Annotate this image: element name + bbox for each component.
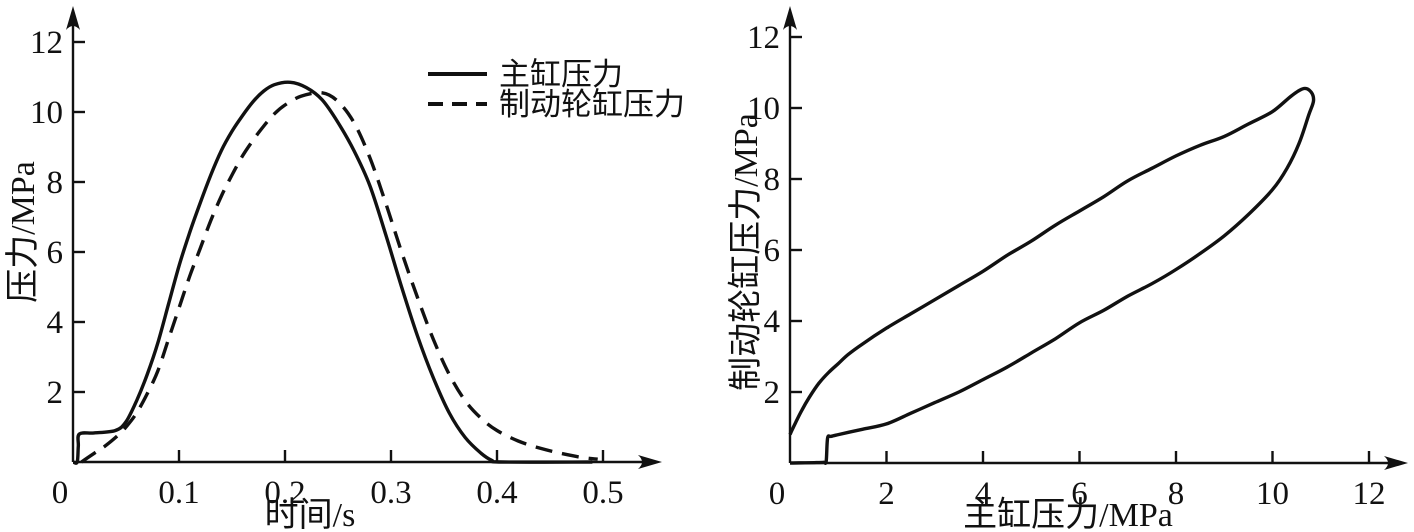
y-tick-label: 2: [47, 375, 64, 411]
y-axis-arrow-icon: [783, 6, 797, 30]
y-tick-label: 10: [747, 91, 780, 127]
x-axis-title-left: 时间/s: [265, 497, 356, 532]
legend-label-wheel-cylinder: 制动轮缸压力: [499, 87, 685, 122]
x-tick-label: 12: [1353, 476, 1386, 512]
x-tick-label: 2: [878, 476, 895, 512]
y-tick-label: 6: [764, 233, 781, 269]
y-tick-label: 10: [30, 95, 63, 131]
y-tick-label: 8: [764, 162, 781, 198]
y-tick-label: 4: [47, 305, 64, 341]
y-axis-arrow-icon: [66, 6, 80, 30]
legend-label-master-cylinder: 主缸压力: [499, 57, 623, 92]
x-tick-label: 10: [1256, 476, 1289, 512]
y-axis-title-left: 压力/MPa: [4, 161, 42, 303]
series-curve-0-1: [80, 90, 598, 464]
y-tick-label: 12: [30, 25, 63, 61]
chart-time-pressure: 0 0.1 0.2 0.3 0.4 0.5 2 4 6 8 10 12 时间/s 压力/MPa 主缸压…: [4, 6, 685, 532]
series-curve-1-0: [788, 86, 1316, 465]
x-tick-label: 0.2: [264, 475, 305, 511]
y-tick-label: 12: [747, 20, 780, 56]
x-tick-label: 4: [975, 476, 992, 512]
series-curve-0-0: [72, 80, 593, 465]
legend: 主缸压力 制动轮缸压力: [428, 57, 685, 122]
x-tick-label: 0.4: [476, 475, 517, 511]
x-axis-arrow-icon: [638, 455, 662, 469]
x-tick-label: 6: [1071, 476, 1088, 512]
chart-hysteresis: 0 2 4 6 8 10 12 2 4 6 8 10 12 主缸压力/MPa 制动轮缸压力/MPa: [727, 6, 1408, 532]
x-axis-arrow-icon: [1384, 456, 1408, 470]
x-tick-label: 8: [1168, 476, 1185, 512]
x-tick-label: 0: [52, 475, 69, 511]
y-tick-label: 6: [47, 235, 64, 271]
x-tick-label: 0.1: [158, 475, 199, 511]
x-axis-title-right: 主缸压力/MPa: [963, 496, 1173, 532]
y-axis-title-right: 制动轮缸压力/MPa: [727, 113, 765, 391]
plot-area-left: 0 0.1 0.2 0.3 0.4 0.5 2 4 6 8 10 12: [30, 6, 662, 511]
y-tick-label: 2: [764, 375, 781, 411]
x-tick-label: 0.3: [370, 475, 411, 511]
plot-area-right: 0 2 4 6 8 10 12 2 4 6 8 10 12: [747, 6, 1408, 512]
x-tick-label: 0: [769, 476, 786, 512]
x-tick-label: 0.5: [582, 475, 623, 511]
y-tick-label: 8: [47, 165, 64, 201]
y-tick-label: 4: [764, 304, 781, 340]
